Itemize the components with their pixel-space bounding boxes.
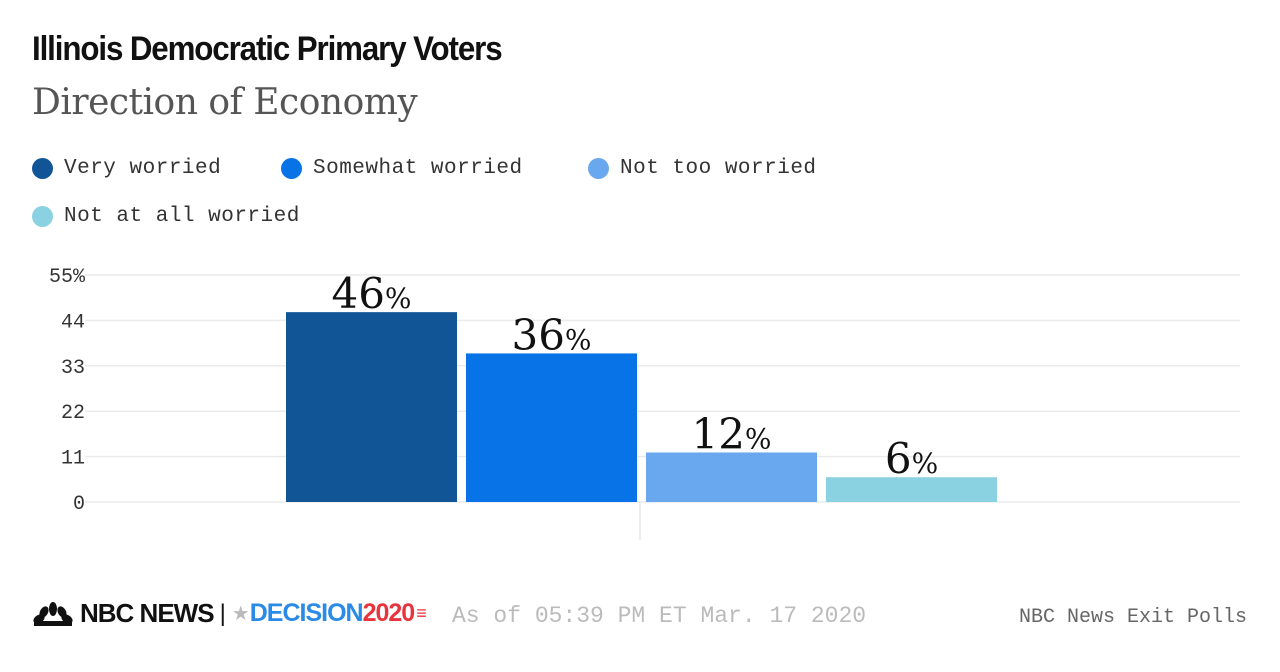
y-tick-label: 44 xyxy=(61,311,85,334)
bar-3 xyxy=(826,477,997,502)
peacock-icon xyxy=(33,601,73,626)
data-label: 46% xyxy=(331,269,411,318)
stripes-icon: ≡ xyxy=(416,603,427,623)
legend-item-not-too-worried: Not too worried xyxy=(588,157,817,180)
data-label: 6% xyxy=(885,434,938,483)
star-icon: ★ xyxy=(231,603,250,625)
legend-label: Not too worried xyxy=(620,157,817,180)
timestamp: As of 05:39 PM ET Mar. 17 2020 xyxy=(452,603,867,629)
y-tick-label: 22 xyxy=(61,402,85,425)
legend-label: Somewhat worried xyxy=(313,157,523,180)
legend-dot xyxy=(32,158,53,179)
bar-2 xyxy=(646,452,817,502)
logo-divider: | xyxy=(219,599,226,627)
y-tick-label: 33 xyxy=(61,357,85,380)
legend-item-not-at-all-worried: Not at all worried xyxy=(32,205,300,228)
legend-label: Not at all worried xyxy=(64,205,300,228)
legend-label: Very worried xyxy=(64,157,222,180)
legend-dot xyxy=(32,206,53,227)
legend-item-very-worried: Very worried xyxy=(32,157,221,180)
chart-subtitle: Direction of Economy xyxy=(32,82,418,123)
data-label: 36% xyxy=(511,310,591,359)
data-label: 12% xyxy=(691,409,771,458)
source-label: NBC News Exit Polls xyxy=(1018,606,1247,629)
y-tick-label: 55% xyxy=(49,266,86,289)
nbc-news-logo: NBC NEWS | ★ DECISION 2020 ≡ xyxy=(32,598,427,629)
legend-dot xyxy=(281,158,302,179)
bar-0 xyxy=(286,312,457,502)
logo-year: 2020 xyxy=(362,599,416,627)
chart-title: Illinois Democratic Primary Voters xyxy=(32,30,503,68)
legend-dot xyxy=(588,158,609,179)
logo-text: NBC NEWS xyxy=(80,598,215,628)
bar-1 xyxy=(466,353,637,502)
legend-item-somewhat-worried: Somewhat worried xyxy=(281,157,523,180)
logo-decision: DECISION xyxy=(249,599,364,627)
y-tick-label: 11 xyxy=(61,448,85,471)
y-tick-label: 0 xyxy=(73,493,85,516)
